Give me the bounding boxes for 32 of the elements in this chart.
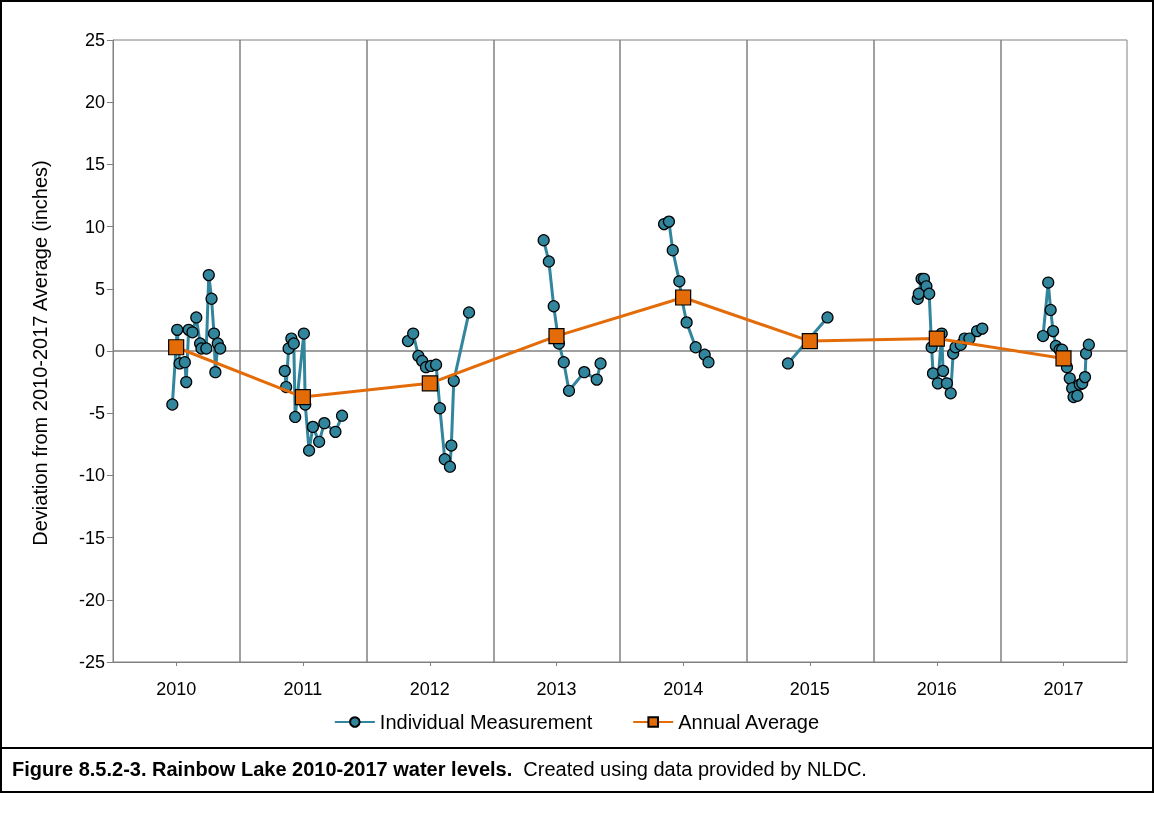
point	[548, 327, 565, 345]
x-tick-label: 2010	[156, 679, 197, 699]
y-tick-label: 5	[94, 278, 105, 299]
legend-label: Individual Measurement	[379, 711, 593, 733]
x-tick-label: 2011	[283, 679, 323, 699]
x-tick-label: 2012	[409, 679, 450, 699]
text: Created using data provided by NLDC.	[523, 758, 867, 780]
y-tick-label: 10	[84, 216, 105, 237]
y-tick-label: -10	[78, 465, 105, 486]
x-tick-label: 2015	[789, 679, 830, 699]
y-tick-label: 0	[94, 341, 105, 361]
y-tick-label: -25	[78, 652, 105, 672]
point	[801, 332, 818, 350]
y-tick-label: -15	[78, 527, 105, 548]
y-tick-label: 25	[84, 30, 105, 50]
caption: Figure 8.5.2-3. Rainbow Lake 2010-2017 water levels.	[12, 758, 514, 780]
x-tick-label: 2016	[916, 679, 957, 699]
point	[294, 388, 311, 406]
x-tick-label: 2014	[663, 679, 704, 699]
x-tick-label: 2017	[1043, 679, 1084, 699]
y-tick-label: -20	[78, 589, 105, 610]
y-tick-label: 20	[84, 92, 105, 113]
point	[168, 339, 185, 356]
legend-label: Annual Average	[678, 711, 820, 733]
y-axis-title: Deviation from 2010-2017 Average (inches)	[28, 160, 52, 546]
point	[1055, 350, 1072, 367]
point	[675, 289, 692, 306]
x-tick-label: 2013	[536, 679, 577, 699]
y-tick-label: 15	[84, 154, 105, 175]
point	[421, 375, 438, 392]
point	[928, 330, 945, 347]
y-tick-label: -5	[88, 403, 105, 424]
